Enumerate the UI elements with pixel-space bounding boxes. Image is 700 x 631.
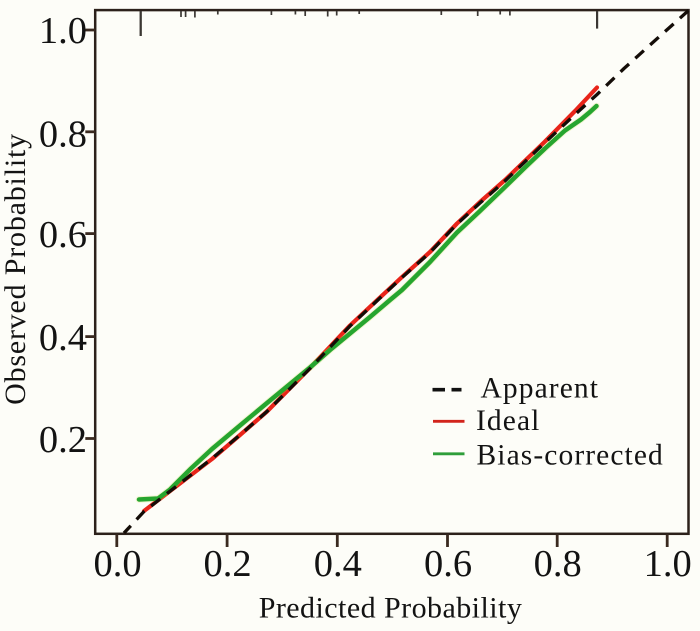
- svg-text:0.2: 0.2: [39, 419, 87, 461]
- svg-text:Observed Probability: Observed Probability: [0, 133, 32, 405]
- svg-text:Ideal: Ideal: [476, 405, 540, 437]
- svg-text:1.0: 1.0: [644, 543, 692, 585]
- svg-text:0.8: 0.8: [39, 113, 87, 155]
- svg-text:0.2: 0.2: [204, 543, 252, 585]
- svg-text:0.8: 0.8: [534, 543, 582, 585]
- svg-text:0.6: 0.6: [424, 543, 472, 585]
- svg-text:0.4: 0.4: [314, 543, 362, 585]
- svg-text:Predicted Probability: Predicted Probability: [259, 592, 523, 625]
- svg-text:Bias-corrected: Bias-corrected: [477, 439, 664, 471]
- svg-text:1.0: 1.0: [39, 10, 87, 52]
- svg-text:0.0: 0.0: [93, 543, 141, 585]
- svg-text:0.6: 0.6: [39, 214, 87, 256]
- svg-text:0.4: 0.4: [39, 317, 87, 359]
- svg-text:Apparent: Apparent: [481, 373, 600, 405]
